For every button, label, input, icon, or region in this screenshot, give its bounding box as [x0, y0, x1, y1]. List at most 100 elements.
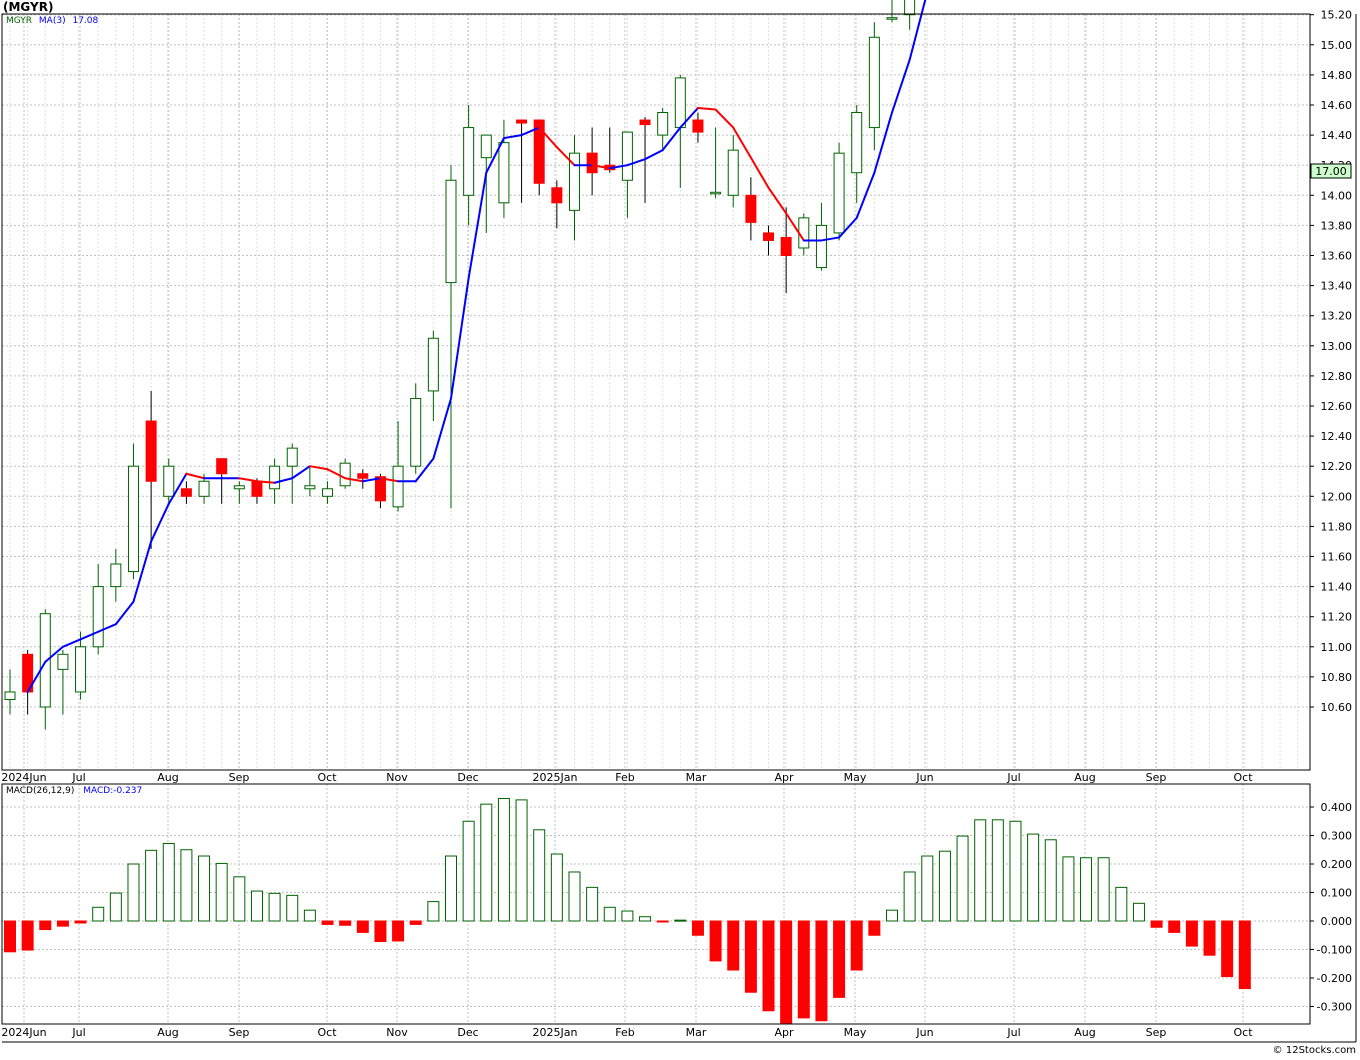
- price-x-tick-label: Jun: [915, 771, 933, 784]
- macd-bar-positive: [497, 797, 510, 922]
- ma-segment: [379, 477, 400, 483]
- macd-bar-negative: [744, 920, 757, 993]
- candle-down: [780, 236, 792, 257]
- ma-segment: [502, 134, 523, 140]
- ma-segment: [450, 277, 470, 400]
- candle-down: [745, 194, 757, 223]
- price-y-tick-label: 10.80: [1321, 671, 1353, 684]
- candle-up: [798, 217, 810, 249]
- macd-x-tick-label: Feb: [615, 1026, 634, 1039]
- site-credit: © 12Stocks.com: [1272, 1045, 1356, 1056]
- macd-x-tick-label: Sep: [1146, 1026, 1167, 1039]
- price-y-tick-label: 13.60: [1321, 250, 1353, 263]
- macd-bar-positive: [1027, 833, 1040, 922]
- ma-segment: [44, 645, 64, 663]
- price-x-tick-label: Apr: [774, 771, 794, 784]
- moving-average-line: [26, 0, 927, 693]
- macd-x-tick-label: Aug: [157, 1026, 178, 1039]
- candle-up: [392, 465, 404, 508]
- macd-bar-positive: [674, 919, 687, 922]
- macd-x-tick-label: Oct: [1233, 1026, 1253, 1039]
- price-y-tick-label: 11.60: [1321, 551, 1353, 564]
- macd-bar-negative: [74, 920, 87, 924]
- ma-segment: [838, 216, 858, 239]
- price-y-axis: 10.60 10.80 11.00 11.20 11.40 11.60 11.80 12.00…: [1310, 9, 1352, 714]
- ma-segment: [485, 137, 505, 174]
- last-price-tag-box: [1310, 163, 1352, 179]
- macd-bar-positive: [550, 853, 563, 922]
- macd-bar-negative: [374, 920, 387, 943]
- candle-up: [568, 152, 580, 211]
- ma-segment: [432, 397, 452, 460]
- macd-bar-positive: [127, 863, 140, 922]
- macd-bar-negative: [56, 920, 69, 927]
- macd-bar-negative: [356, 920, 369, 933]
- ma-segment: [326, 468, 347, 480]
- macd-bar-positive: [991, 819, 1004, 922]
- candle-up: [304, 485, 316, 490]
- ma-segment: [855, 171, 876, 219]
- macd-bar-positive: [162, 842, 175, 922]
- macd-y-tick-label: 0.100: [1321, 887, 1353, 900]
- macd-y-tick-label: 0.000: [1321, 915, 1353, 928]
- price-x-tick-label: Aug: [1074, 771, 1095, 784]
- macd-bar-positive: [198, 855, 211, 922]
- candle-down: [357, 473, 369, 479]
- macd-y-tick-label: -0.300: [1317, 1001, 1352, 1014]
- macd-x-tick-label: Aug: [1074, 1026, 1095, 1039]
- macd-y-axis: 0.400 0.300 0.200 0.100 0.000 -0.100 -0.200 -0.…: [1310, 801, 1352, 1014]
- macd-x-tick-label: Jul: [71, 1026, 85, 1039]
- macd-legend-label: MACD(26,12,9): [6, 786, 75, 796]
- candle-up: [727, 149, 739, 196]
- candle-up: [445, 179, 457, 284]
- macd-bar-positive: [533, 829, 546, 922]
- macd-bar-positive: [1080, 857, 1093, 922]
- candle-up: [4, 691, 16, 700]
- ma-segment: [661, 126, 682, 152]
- candle-down: [180, 488, 192, 497]
- price-y-tick-label: 14.60: [1321, 99, 1353, 112]
- macd-bar-positive: [250, 890, 263, 922]
- macd-y-tick-label: -0.200: [1317, 972, 1352, 985]
- macd-bar-negative: [656, 920, 669, 923]
- macd-bar-positive: [921, 855, 934, 922]
- macd-x-tick-label: 2024Jun: [1, 1026, 46, 1039]
- ma-segment: [185, 472, 206, 480]
- candle-up: [110, 563, 122, 588]
- price-y-tick-label: 15.00: [1321, 39, 1353, 52]
- price-x-tick-label: Oct: [1233, 771, 1253, 784]
- macd-bar-negative: [1168, 920, 1181, 933]
- price-legend: MGYR MA(3) 17.08: [6, 16, 98, 26]
- ma-segment: [891, 58, 911, 114]
- price-x-tick-label: Jul: [71, 771, 85, 784]
- ma-segment: [749, 156, 770, 189]
- macd-x-tick-label: Sep: [229, 1026, 250, 1039]
- macd-bar-negative: [1185, 920, 1198, 947]
- macd-bar-negative: [833, 920, 846, 998]
- ma-segment: [114, 600, 135, 626]
- candle-up: [92, 586, 104, 648]
- price-y-tick-label: 15.20: [1321, 9, 1353, 22]
- candle-up: [39, 613, 51, 708]
- ma-segment: [873, 111, 893, 174]
- macd-legend-value: MACD:-0.237: [83, 786, 143, 796]
- macd-bar-positive: [1044, 839, 1057, 922]
- candle-down: [516, 119, 528, 124]
- macd-bar-positive: [303, 909, 316, 922]
- price-x-tick-label: Feb: [615, 771, 634, 784]
- macd-bar-negative: [1203, 920, 1216, 956]
- candle-up: [480, 134, 492, 159]
- price-legend-ma-value: 17.08: [72, 16, 99, 26]
- macd-bar-positive: [180, 849, 193, 922]
- price-y-tick-label: 14.80: [1321, 69, 1353, 82]
- candle-up: [657, 112, 669, 136]
- macd-y-tick-label: 0.400: [1321, 801, 1353, 814]
- ma-segment: [555, 146, 576, 167]
- candle-down: [692, 119, 704, 133]
- macd-x-tick-label: Oct: [317, 1026, 337, 1039]
- price-y-tick-label: 11.00: [1321, 641, 1353, 654]
- price-x-tick-label: Jul: [1006, 771, 1020, 784]
- candle-up: [710, 191, 722, 195]
- ma-segment: [79, 630, 100, 641]
